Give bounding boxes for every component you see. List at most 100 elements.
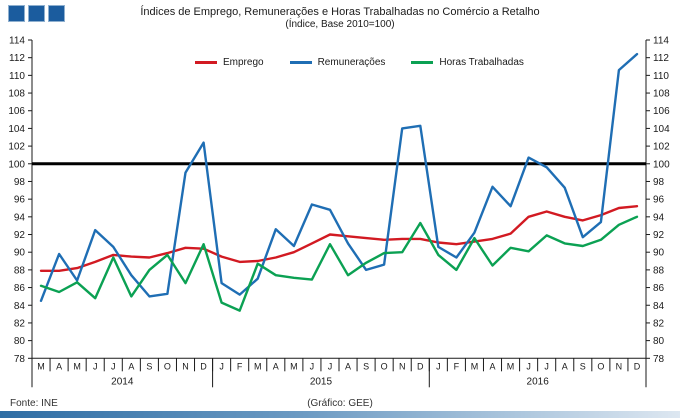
svg-text:M: M xyxy=(471,361,479,371)
logo-square-icon xyxy=(8,5,25,22)
svg-text:A: A xyxy=(128,361,134,371)
svg-text:F: F xyxy=(454,361,460,371)
svg-text:114: 114 xyxy=(653,36,669,47)
svg-text:J: J xyxy=(219,361,224,371)
svg-text:M: M xyxy=(507,361,515,371)
svg-text:96: 96 xyxy=(14,195,26,206)
chart-svg: 78 78 80 80 82 82 84 84 86 86 88 88 90 90 92 92 94 94 96 96… xyxy=(8,36,670,388)
bottom-bar xyxy=(0,411,680,418)
svg-text:J: J xyxy=(526,361,531,371)
svg-text:104: 104 xyxy=(653,124,670,135)
svg-text:80: 80 xyxy=(14,336,26,347)
svg-text:106: 106 xyxy=(653,106,670,117)
svg-text:106: 106 xyxy=(8,106,25,117)
svg-text:78: 78 xyxy=(653,354,665,365)
legend-label: Emprego xyxy=(223,57,264,68)
svg-text:94: 94 xyxy=(14,212,26,223)
svg-text:102: 102 xyxy=(8,142,25,153)
svg-text:100: 100 xyxy=(8,159,25,170)
y-tick-labels: 78 78 80 80 82 82 84 84 86 86 88 88 90 90 92 92 94 94 96 96… xyxy=(8,36,670,365)
svg-text:98: 98 xyxy=(14,177,26,188)
svg-text:A: A xyxy=(56,361,62,371)
chart-title: Índices de Emprego, Remunerações e Horas… xyxy=(140,6,540,18)
svg-text:110: 110 xyxy=(9,71,25,82)
svg-text:98: 98 xyxy=(653,177,665,188)
svg-text:102: 102 xyxy=(653,142,670,153)
svg-text:108: 108 xyxy=(8,89,25,100)
legend-label: Remunerações xyxy=(317,57,386,68)
svg-text:N: N xyxy=(399,361,406,371)
svg-text:104: 104 xyxy=(8,124,25,135)
x-axis-years: 2014 2015 2016 xyxy=(31,358,647,388)
svg-text:112: 112 xyxy=(653,53,669,64)
svg-text:O: O xyxy=(381,361,388,371)
legend-item-remuneracoes: Remunerações xyxy=(289,57,386,68)
svg-text:S: S xyxy=(146,361,152,371)
series-line-remunera-es xyxy=(39,52,639,302)
svg-text:88: 88 xyxy=(14,265,26,276)
svg-text:S: S xyxy=(580,361,586,371)
chart-plot: 78 78 80 80 82 82 84 84 86 86 88 88 90 90 92 92 94 94 96 96… xyxy=(8,36,670,388)
svg-text:S: S xyxy=(363,361,369,371)
svg-text:M: M xyxy=(37,361,45,371)
series-line-horas-trabalhadas xyxy=(39,215,639,312)
svg-text:114: 114 xyxy=(9,36,25,47)
svg-text:A: A xyxy=(489,361,495,371)
svg-text:100: 100 xyxy=(653,159,670,170)
svg-text:N: N xyxy=(182,361,189,371)
svg-text:84: 84 xyxy=(653,301,665,312)
svg-text:86: 86 xyxy=(14,283,26,294)
svg-text:J: J xyxy=(436,361,441,371)
svg-text:J: J xyxy=(544,361,549,371)
svg-text:110: 110 xyxy=(653,71,669,82)
svg-text:O: O xyxy=(164,361,171,371)
svg-text:D: D xyxy=(634,361,641,371)
svg-text:M: M xyxy=(290,361,298,371)
logo-square-icon xyxy=(28,5,45,22)
legend-swatch-remuneracoes xyxy=(289,61,312,64)
legend-label: Horas Trabalhadas xyxy=(439,57,524,68)
axes xyxy=(31,40,647,359)
svg-text:2016: 2016 xyxy=(527,376,550,387)
logo-square-icon xyxy=(48,5,65,22)
svg-text:80: 80 xyxy=(653,336,665,347)
svg-text:2015: 2015 xyxy=(310,376,333,387)
svg-text:84: 84 xyxy=(14,301,26,312)
svg-text:96: 96 xyxy=(653,195,665,206)
svg-text:88: 88 xyxy=(653,265,665,276)
legend-item-horas: Horas Trabalhadas xyxy=(411,57,524,68)
svg-text:N: N xyxy=(616,361,623,371)
series-line-emprego xyxy=(39,204,639,272)
credit-label: (Gráfico: GEE) xyxy=(307,398,373,409)
svg-text:F: F xyxy=(237,361,243,371)
legend: Emprego Remunerações Horas Trabalhadas xyxy=(195,57,524,68)
svg-text:108: 108 xyxy=(653,89,670,100)
svg-text:92: 92 xyxy=(14,230,26,241)
svg-text:94: 94 xyxy=(653,212,665,223)
svg-text:J: J xyxy=(111,361,116,371)
svg-text:A: A xyxy=(273,361,279,371)
legend-swatch-emprego xyxy=(195,61,217,64)
svg-text:J: J xyxy=(310,361,315,371)
svg-text:90: 90 xyxy=(653,248,665,259)
title-block: Índices de Emprego, Remunerações e Horas… xyxy=(0,6,680,30)
svg-text:J: J xyxy=(93,361,98,371)
svg-text:2014: 2014 xyxy=(111,376,134,387)
legend-item-emprego: Emprego xyxy=(195,57,264,68)
svg-text:A: A xyxy=(345,361,351,371)
svg-text:82: 82 xyxy=(14,318,26,329)
chart-subtitle: (Índice, Base 2010=100) xyxy=(285,19,395,30)
svg-text:D: D xyxy=(200,361,207,371)
svg-text:78: 78 xyxy=(14,354,26,365)
svg-text:D: D xyxy=(417,361,424,371)
svg-text:82: 82 xyxy=(653,318,665,329)
svg-text:M: M xyxy=(73,361,81,371)
svg-text:J: J xyxy=(328,361,333,371)
svg-text:A: A xyxy=(562,361,568,371)
svg-text:90: 90 xyxy=(14,248,26,259)
svg-text:M: M xyxy=(254,361,262,371)
svg-text:86: 86 xyxy=(653,283,665,294)
svg-text:92: 92 xyxy=(653,230,665,241)
